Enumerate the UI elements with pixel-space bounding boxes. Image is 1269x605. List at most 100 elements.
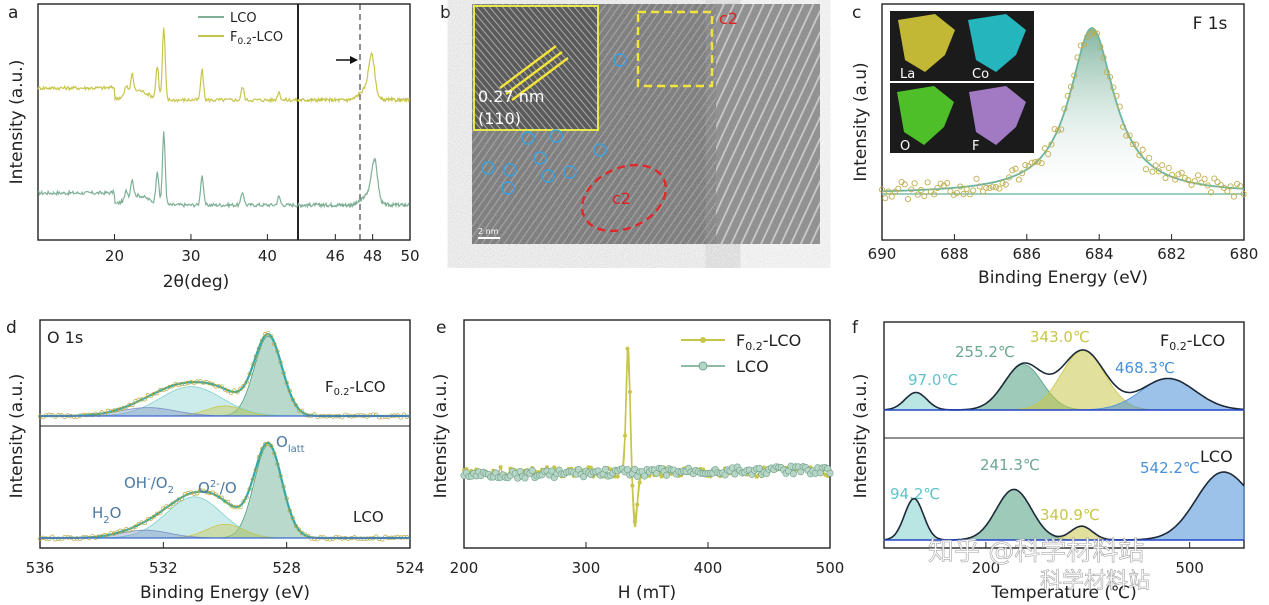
fringe-line-2: [505, 51, 563, 95]
f1s-data-point: [1006, 174, 1013, 181]
x-tick-label: 500: [1175, 559, 1204, 577]
defect-circle: [503, 163, 517, 177]
data-point: [179, 381, 184, 387]
panel-f-frame: [883, 321, 1245, 549]
panel-d-xlabel: Binding Energy (eV): [140, 583, 310, 603]
panel-c-xps-f1s: 690 688 686 684 682 680 F 1s La Co O F Bindin…: [851, 3, 1258, 288]
data-point: [244, 495, 249, 500]
legend-label-lco: LCO: [230, 11, 257, 26]
data-point: [142, 520, 147, 526]
lco-marker: [755, 464, 763, 472]
f1s-data-point: [878, 186, 886, 193]
data-point: [213, 384, 218, 389]
panel-e-epr: 200 300 400 500 F0.2-LCO LCO H (mT) Intensi…: [431, 319, 844, 603]
data-point: [96, 412, 101, 418]
data-point: [238, 504, 243, 509]
f02-lco-marker: [659, 474, 664, 479]
panel-a-xlabel: 2θ(deg): [163, 272, 230, 292]
data-point: [170, 501, 175, 507]
red-dashed-region: [580, 163, 668, 233]
fringe-line-1: [499, 45, 557, 89]
f1s-data-point: [1126, 132, 1133, 139]
data-point: [139, 397, 144, 402]
data-point: [256, 346, 262, 351]
data-point: [164, 386, 169, 391]
data-point: [170, 383, 175, 389]
data-point: [136, 397, 141, 402]
defect-circle: [613, 53, 627, 67]
f1s-data-point: [1149, 168, 1156, 175]
f1s-data-point: [1120, 123, 1127, 130]
data-point: [81, 535, 86, 540]
f02-lco-marker: [762, 465, 767, 470]
data-point: [198, 487, 203, 493]
data-point: [121, 528, 126, 534]
defect-circle: [521, 131, 535, 145]
panel-e-ylabel: Intensity (a.u.): [431, 374, 451, 499]
data-point: [361, 536, 366, 542]
panel-a-xrd-chart: 20 30 40 46 48 50 LCO F0.2-LCO 2θ(deg) Intens…: [7, 3, 420, 292]
data-point: [44, 413, 49, 418]
f1s-data-point: [924, 179, 931, 186]
x-tick-label: 200: [972, 559, 1001, 577]
data-point: [192, 491, 197, 496]
panel-d-xps-o1s: 536 532 528 524 O 1s F0.2-LCO LCO H2O OH-/O…: [7, 319, 424, 603]
f1s-data-point: [1061, 105, 1068, 112]
f1s-data-point: [1155, 168, 1162, 175]
panel-label-e: e: [436, 318, 446, 338]
f1s-data-point: [1116, 103, 1123, 110]
f1s-data-point: [1090, 28, 1097, 35]
data-point: [278, 473, 283, 479]
f1s-data-point: [882, 195, 889, 202]
f1s-data-point: [1084, 33, 1091, 40]
lco-marker: [602, 465, 610, 473]
data-point: [232, 505, 237, 510]
f1s-data-point: [1198, 179, 1205, 186]
lco-marker: [521, 474, 529, 482]
data-point: [195, 379, 200, 384]
f1s-data-point: [1025, 163, 1032, 170]
f1s-data-point: [911, 180, 918, 187]
data-point: [296, 527, 302, 532]
data-point: [188, 379, 194, 385]
peak-label: 542.2℃: [1140, 459, 1200, 477]
panel-f-xlabel: Temperature (℃): [990, 583, 1136, 603]
data-point: [355, 413, 360, 418]
f1s-data-point: [1032, 159, 1039, 166]
peak-label: 343.0℃: [1030, 328, 1090, 346]
f1s-data-point: [1015, 176, 1022, 183]
data-point: [287, 508, 292, 513]
x-tick-label: 682: [1157, 245, 1186, 263]
f1s-data-point: [1201, 175, 1208, 182]
f1s-data-point: [1152, 162, 1159, 169]
f1s-data-point: [979, 188, 987, 195]
region-label-c2: c2: [612, 189, 631, 208]
label-oh-o2: OH-/O2: [124, 474, 174, 496]
lattice-spacing-label: 0.27 nm: [478, 87, 544, 106]
panel-f-ylabel: Intensity (a.u.): [851, 374, 871, 499]
data-point: [250, 362, 255, 367]
f1s-data-point: [944, 180, 951, 187]
data-point: [383, 414, 388, 420]
f1s-data-point: [901, 181, 908, 188]
peak-label: 255.2℃: [955, 343, 1015, 361]
panel-a-ylabel: Intensity (a.u.): [7, 60, 27, 185]
data-point: [210, 490, 215, 495]
x-tick-label: 686: [1012, 245, 1041, 263]
f02-lco-marker: [637, 480, 642, 485]
f1s-data-point: [1188, 181, 1195, 188]
x-tick-label: 684: [1085, 245, 1114, 263]
data-point: [290, 397, 295, 402]
data-point: [259, 338, 265, 343]
f1s-data-point: [976, 183, 983, 190]
data-point: [238, 386, 243, 392]
defect-circle: [563, 165, 577, 179]
data-point: [281, 484, 286, 489]
data-point: [296, 408, 302, 413]
data-point: [262, 442, 268, 447]
f1s-data-point: [1093, 30, 1101, 37]
f1s-data-point: [1136, 152, 1143, 159]
data-point: [56, 412, 61, 418]
panel-e-xlabel: H (mT): [618, 583, 676, 603]
